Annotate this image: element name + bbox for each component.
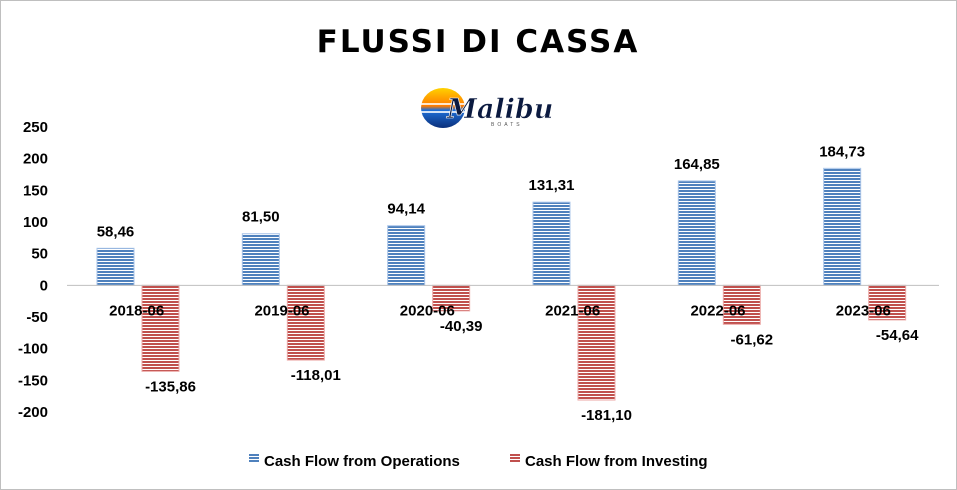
bars-group xyxy=(96,167,907,401)
category-label-2020-06: 2020-06 xyxy=(400,302,455,319)
bar-operations-2023-06 xyxy=(823,167,862,286)
y-tick-label: 250 xyxy=(23,119,48,136)
data-label-operations-2023-06: 184,73 xyxy=(819,143,865,160)
malibu-logo: Malibu BOATS xyxy=(421,88,554,128)
y-tick-label: 50 xyxy=(31,246,48,263)
data-label-operations-2018-06: 58,46 xyxy=(97,223,135,240)
y-tick-label: 0 xyxy=(40,277,48,294)
bar-investing-2022-06 xyxy=(722,284,761,325)
legend-label-operations: Cash Flow from Operations xyxy=(264,453,460,470)
category-label-2019-06: 2019-06 xyxy=(254,302,309,319)
logo-sub-text: BOATS xyxy=(491,122,523,128)
y-axis: 250 200 150 100 50 0 -50 -100 -150 -200 xyxy=(18,119,48,421)
y-tick-label: -50 xyxy=(26,309,48,326)
category-label-2018-06: 2018-06 xyxy=(109,302,164,319)
data-label-operations-2020-06: 94,14 xyxy=(387,201,425,218)
y-tick-label: -100 xyxy=(18,341,48,358)
data-label-operations-2019-06: 81,50 xyxy=(242,209,280,226)
data-label-investing-2018-06: -135,86 xyxy=(145,378,196,395)
y-tick-label: 100 xyxy=(23,214,48,231)
category-label-2021-06: 2021-06 xyxy=(545,302,600,319)
bar-investing-2019-06 xyxy=(286,284,325,361)
y-tick-label: 150 xyxy=(23,182,48,199)
y-tick-label: -200 xyxy=(18,404,48,421)
logo-brand-text: Malibu xyxy=(446,94,553,125)
data-labels: 58,46 -135,86 81,50 -118,01 94,14 -40,39 131,3… xyxy=(97,143,919,424)
bar-investing-2023-06 xyxy=(868,284,907,321)
bar-operations-2021-06 xyxy=(532,201,571,286)
bar-operations-2022-06 xyxy=(677,180,716,286)
data-label-operations-2022-06: 164,85 xyxy=(674,156,720,173)
data-label-investing-2022-06: -61,62 xyxy=(731,331,774,348)
legend: Cash Flow from Operations Cash Flow from… xyxy=(249,453,708,470)
bar-operations-2018-06 xyxy=(96,247,135,286)
bar-operations-2020-06 xyxy=(387,225,426,286)
category-label-2022-06: 2022-06 xyxy=(690,302,745,319)
data-label-investing-2023-06: -54,64 xyxy=(876,327,919,344)
bar-investing-2020-06 xyxy=(432,284,471,312)
legend-swatch-operations xyxy=(249,453,259,463)
bar-investing-2021-06 xyxy=(577,284,616,401)
category-label-2023-06: 2023-06 xyxy=(836,302,891,319)
legend-label-investing: Cash Flow from Investing xyxy=(525,453,708,470)
data-label-investing-2019-06: -118,01 xyxy=(291,367,341,384)
bar-operations-2019-06 xyxy=(241,233,280,286)
data-label-investing-2020-06: -40,39 xyxy=(440,318,483,335)
bar-investing-2018-06 xyxy=(141,284,180,372)
y-tick-label: -150 xyxy=(18,372,48,389)
data-label-operations-2021-06: 131,31 xyxy=(529,177,575,194)
legend-swatch-investing xyxy=(510,453,520,463)
category-labels: 2018-06 2019-06 2020-06 2021-06 2022-06 2023-… xyxy=(109,302,891,319)
y-tick-label: 200 xyxy=(23,151,48,168)
data-label-investing-2021-06: -181,10 xyxy=(581,407,632,424)
chart-title: FLUSSI DI CASSA xyxy=(317,24,640,60)
